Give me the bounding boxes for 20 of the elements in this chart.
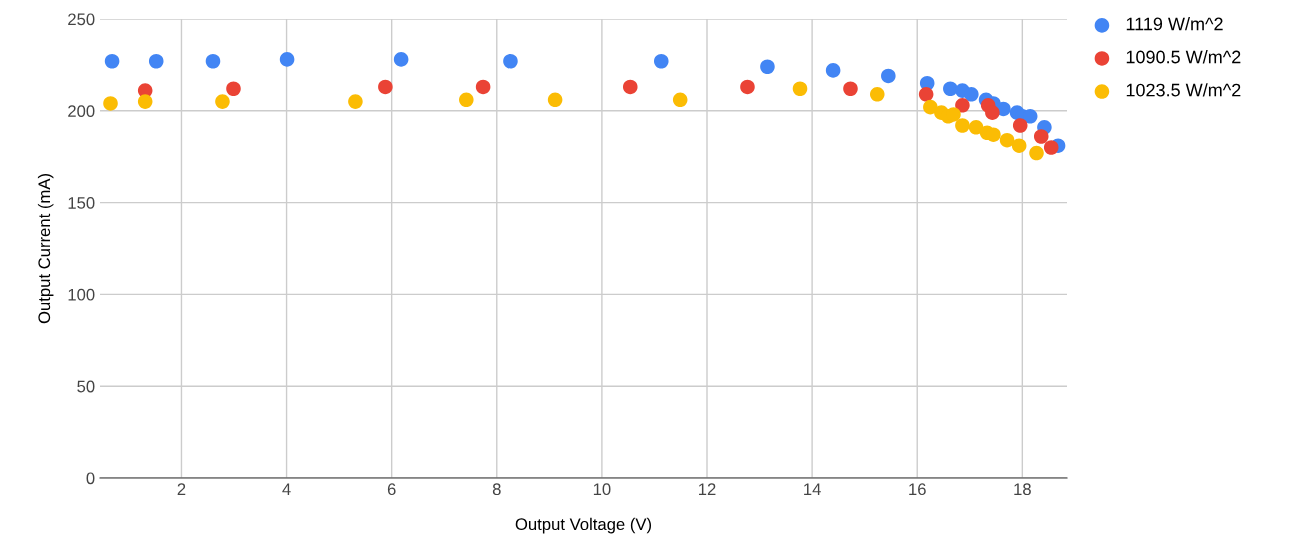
legend-label: 1090.5 W/m^2 xyxy=(1126,50,1241,64)
x-tick-label: 10 xyxy=(593,483,611,496)
x-tick-label: 14 xyxy=(804,483,821,495)
x-tick-label: 16 xyxy=(909,483,926,496)
legend-label: 1023.5 W/m^2 xyxy=(1126,83,1241,97)
x-tick-label: 4 xyxy=(282,483,291,495)
x-tick-label: 6 xyxy=(387,483,396,496)
x-axis-title: Output Voltage (V) xyxy=(515,517,652,534)
x-tick-label: 2 xyxy=(177,483,186,495)
y-tick-label: 250 xyxy=(68,13,95,26)
x-tick-label: 8 xyxy=(492,483,501,496)
y-tick-label: 100 xyxy=(68,288,95,301)
y-axis-title: Output Current (mA) xyxy=(37,174,54,324)
y-tick-label: 0 xyxy=(86,472,95,485)
x-tick-label: 18 xyxy=(1014,483,1031,496)
legend-label: 1119 W/m^2 xyxy=(1126,17,1223,31)
y-tick-label: 150 xyxy=(68,197,95,209)
y-tick-label: 200 xyxy=(68,105,95,117)
y-tick-label: 50 xyxy=(77,380,95,393)
x-tick-label: 12 xyxy=(699,483,716,495)
